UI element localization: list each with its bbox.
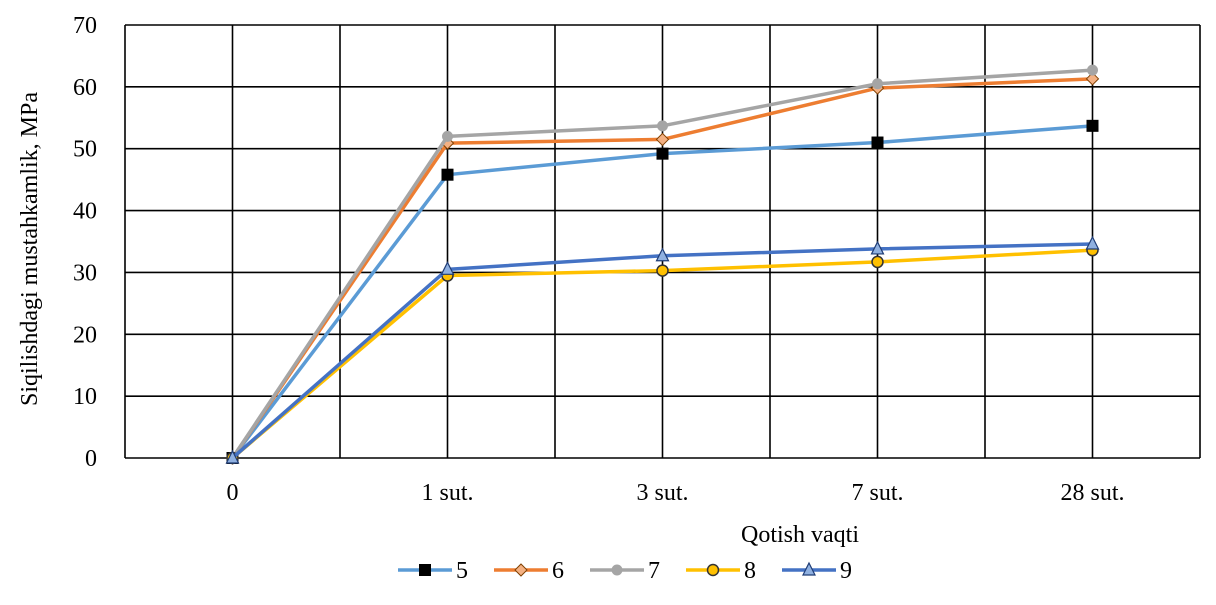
data-point	[442, 130, 453, 142]
y-tick-label: 40	[73, 199, 97, 225]
x-axis-ticks: 0 1 sut. 3 sut. 7 sut. 28 sut.	[227, 480, 1125, 506]
legend-label: 7	[648, 558, 660, 584]
series-lines	[225, 64, 1100, 465]
legend-label: 6	[552, 558, 564, 584]
data-point	[441, 168, 454, 181]
y-tick-label: 60	[73, 75, 97, 101]
y-tick-label: 20	[73, 322, 97, 348]
y-tick-label: 0	[85, 446, 97, 472]
x-tick-label: 3 sut.	[636, 480, 688, 506]
grid	[124, 24, 1201, 459]
legend: 5 6 7 8 9	[398, 558, 852, 584]
x-tick-label: 0	[227, 480, 239, 506]
data-point	[657, 120, 668, 132]
y-tick-label: 50	[73, 137, 97, 163]
y-tick-label: 70	[73, 13, 97, 39]
data-point	[419, 564, 431, 576]
data-point	[871, 255, 884, 269]
data-point	[656, 147, 669, 160]
y-axis-label: Siqilishdagi mustahkamlik, MPa	[17, 92, 43, 406]
data-point	[870, 240, 885, 255]
series-8	[226, 243, 1099, 465]
legend-label: 8	[744, 558, 756, 584]
legend-item: 5	[398, 558, 468, 584]
legend-item: 8	[686, 558, 756, 584]
legend-item: 6	[494, 558, 564, 584]
legend-label: 5	[456, 558, 468, 584]
legend-label: 9	[840, 558, 852, 584]
data-point	[655, 132, 670, 147]
data-point	[871, 136, 884, 149]
y-axis-ticks: 0 10 20 30 40 50 60 70	[73, 13, 97, 472]
x-axis-label: Qotish vaqti	[741, 522, 859, 548]
x-tick-label: 7 sut.	[851, 480, 903, 506]
y-tick-label: 10	[73, 384, 97, 410]
series-9	[225, 235, 1100, 464]
data-point	[1086, 119, 1099, 132]
legend-item: 7	[590, 558, 660, 584]
x-tick-label: 1 sut.	[421, 480, 473, 506]
data-point	[611, 564, 623, 576]
data-point	[655, 247, 670, 262]
y-tick-label: 30	[73, 260, 97, 286]
data-point	[706, 563, 720, 577]
data-point	[872, 78, 883, 90]
data-point	[656, 264, 669, 277]
data-point	[1085, 235, 1100, 250]
data-point	[225, 449, 240, 464]
data-point	[1087, 64, 1098, 76]
x-tick-label: 28 sut.	[1060, 480, 1124, 506]
data-point	[514, 563, 528, 577]
data-point	[802, 561, 816, 576]
legend-item: 9	[782, 558, 852, 584]
data-point	[1085, 72, 1100, 86]
data-point	[440, 260, 455, 275]
